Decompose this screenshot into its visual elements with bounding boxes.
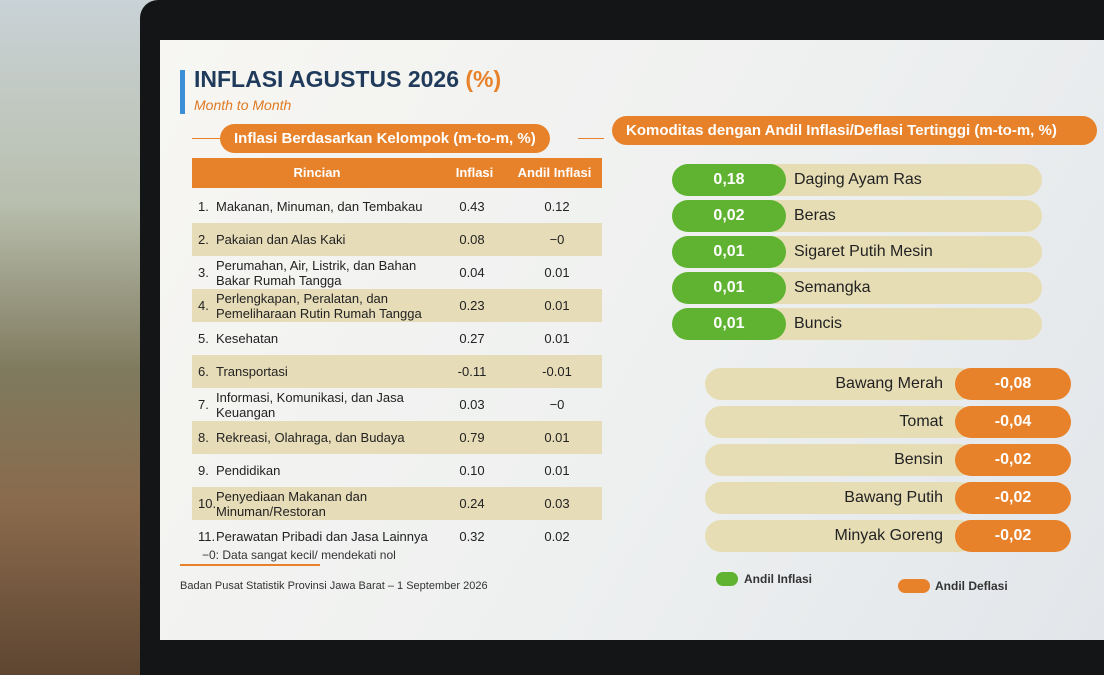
contribution-value: −0 — [549, 232, 565, 247]
inflation-pill: 0,01 — [672, 236, 786, 268]
table-row: 11. Perawatan Pribadi dan Jasa Lainnya 0.3… — [192, 520, 602, 553]
title-unit: (%) — [465, 66, 502, 92]
rule — [192, 138, 220, 139]
commodity-bar: Buncis — [760, 308, 1042, 340]
contribution-value: 0.01 — [544, 331, 570, 346]
column-header: Andil Inflasi — [507, 158, 602, 188]
inflation-pill: 0,18 — [672, 164, 786, 196]
legend-swatch — [716, 572, 738, 586]
table-row: 8. Rekreasi, Olahraga, dan Budaya 0.79 0.01 — [192, 421, 602, 454]
inflation-value: 0.43 — [459, 199, 485, 214]
row-number: 8. — [198, 430, 209, 445]
row-number: 10. — [198, 496, 217, 511]
title: INFLASI AGUSTUS 2026 (%) — [194, 66, 501, 93]
row-number: 9. — [198, 463, 209, 478]
row-number: 1. — [198, 199, 209, 214]
contribution-value: −0 — [549, 397, 565, 412]
row-number: 3. — [198, 265, 209, 280]
accent-bar — [180, 70, 185, 114]
commodity-bar: Bawang Putih — [705, 482, 975, 514]
contribution-value: -0.01 — [542, 364, 572, 379]
table-row: 4. Perlengkapan, Peralatan, dan Pemelihar… — [192, 289, 602, 322]
deflation-pill: -0,08 — [955, 368, 1071, 400]
contribution-value: 0.01 — [544, 463, 570, 478]
rule — [578, 138, 604, 139]
row-label: Perawatan Pribadi dan Jasa Lainnya — [216, 529, 428, 544]
commodity-bar: Sigaret Putih Mesin — [760, 236, 1042, 268]
row-number: 11. — [198, 529, 216, 544]
column-header: Rincian — [192, 158, 442, 188]
contribution-value: 0.01 — [544, 298, 570, 313]
row-label: Makanan, Minuman, dan Tembakau — [216, 199, 423, 214]
inflation-value: 0.79 — [459, 430, 485, 445]
inflation-value: 0.03 — [459, 397, 485, 412]
table-row: 9. Pendidikan 0.10 0.01 — [192, 454, 602, 487]
deflation-pill: -0,02 — [955, 444, 1071, 476]
subtitle: Month to Month — [194, 97, 292, 113]
row-label: Perlengkapan, Peralatan, dan Pemeliharaa… — [216, 290, 422, 321]
source: Badan Pusat Statistik Provinsi Jawa Bara… — [180, 580, 488, 592]
legend-label: Andil Deflasi — [935, 579, 1008, 593]
row-label: Perumahan, Air, Listrik, dan Bahan Bakar… — [216, 257, 417, 288]
legend-label: Andil Inflasi — [744, 572, 813, 586]
row-number: 4. — [198, 298, 209, 313]
inflation-pill: 0,01 — [672, 308, 786, 340]
row-label: Kesehatan — [216, 331, 279, 346]
inflation-value: 0.32 — [459, 529, 485, 544]
title-text: INFLASI AGUSTUS 2026 — [194, 66, 459, 92]
table-row: 6. Transportasi -0.11 -0.01 — [192, 355, 602, 388]
table-row: 7. Informasi, Komunikasi, dan Jasa Keuang… — [192, 388, 602, 421]
commodity-title: Komoditas dengan Andil Inflasi/Deflasi T… — [612, 116, 1097, 145]
commodity-bar: Bawang Merah — [705, 368, 975, 400]
inflation-value: 0.24 — [459, 496, 485, 511]
inflation-value: 0.10 — [459, 463, 485, 478]
row-label: Transportasi — [216, 364, 288, 379]
contribution-value: 0.02 — [544, 529, 570, 544]
row-number: 2. — [198, 232, 209, 247]
contribution-value: 0.01 — [544, 430, 570, 445]
column-header: Inflasi — [442, 158, 507, 188]
contribution-value: 0.03 — [544, 496, 570, 511]
deflation-pill: -0,02 — [955, 482, 1071, 514]
commodity-bar: Bensin — [705, 444, 975, 476]
screen: INFLASI AGUSTUS 2026 (%) Month to Month … — [160, 40, 1104, 640]
footnote: −0: Data sangat kecil/ mendekati nol — [202, 548, 396, 562]
deflation-pill: -0,02 — [955, 520, 1071, 552]
row-label: Pakaian dan Alas Kaki — [216, 232, 346, 247]
inflation-pill: 0,02 — [672, 200, 786, 232]
inflation-pill: 0,01 — [672, 272, 786, 304]
inflation-value: 0.23 — [459, 298, 485, 313]
row-label: Pendidikan — [216, 463, 281, 478]
table-title: Inflasi Berdasarkan Kelompok (m-to-m, %) — [220, 124, 550, 153]
table-row: 1. Makanan, Minuman, dan Tembakau 0.43 0.12 — [192, 190, 602, 223]
row-label: Rekreasi, Olahraga, dan Budaya — [216, 430, 405, 445]
table-row: 5. Kesehatan 0.27 0.01 — [192, 322, 602, 355]
inflation-value: 0.08 — [459, 232, 485, 247]
row-number: 7. — [198, 397, 209, 412]
commodity-bar: Minyak Goreng — [705, 520, 975, 552]
row-label: Penyediaan Makanan dan Minuman/Restoran — [216, 488, 368, 519]
table-row: 2. Pakaian dan Alas Kaki 0.08 −0 — [192, 223, 602, 256]
inflation-value: 0.04 — [459, 265, 485, 280]
commodity-bar: Daging Ayam Ras — [760, 164, 1042, 196]
commodity-bar: Semangka — [760, 272, 1042, 304]
rule — [180, 564, 320, 566]
contribution-value: 0.01 — [544, 265, 570, 280]
inflation-value: 0.27 — [459, 331, 485, 346]
deflation-pill: -0,04 — [955, 406, 1071, 438]
row-number: 5. — [198, 331, 209, 346]
inflation-value: -0.11 — [457, 364, 487, 379]
table-row: 10. Penyediaan Makanan dan Minuman/Restor… — [192, 487, 602, 520]
legend-swatch — [898, 579, 930, 593]
row-label: Informasi, Komunikasi, dan Jasa Keuangan — [216, 389, 404, 420]
table-row: 3. Perumahan, Air, Listrik, dan Bahan Bak… — [192, 256, 602, 289]
commodity-bar: Tomat — [705, 406, 975, 438]
contribution-value: 0.12 — [544, 199, 570, 214]
row-number: 6. — [198, 364, 209, 379]
commodity-bar: Beras — [760, 200, 1042, 232]
